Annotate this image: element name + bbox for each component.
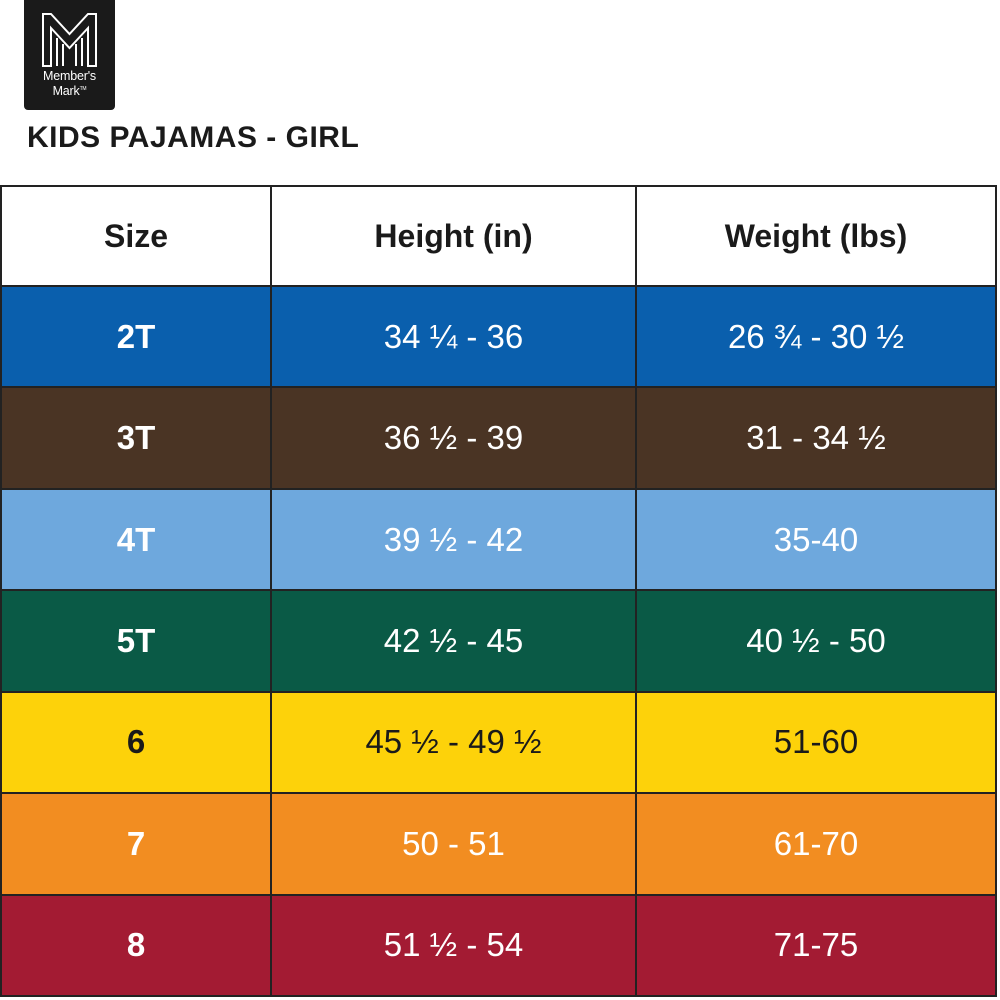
row-7-height: 50 - 51 — [272, 794, 635, 894]
logo-line-1: Member's — [43, 69, 96, 83]
row-8-height: 51 ½ - 54 — [272, 895, 635, 995]
row-8-size: 8 — [2, 895, 270, 995]
row-5t-weight: 40 ½ - 50 — [637, 591, 995, 691]
logo-line-2: MarkTM — [24, 83, 115, 98]
row-6-size: 6 — [2, 692, 270, 793]
members-mark-logo: Member's MarkTM — [24, 0, 115, 110]
row-3t-weight: 31 - 34 ½ — [637, 388, 995, 488]
row-4t-height: 39 ½ - 42 — [272, 489, 635, 590]
row-2t-height: 34 ¼ - 36 — [272, 287, 635, 387]
row-2t-weight: 26 ¾ - 30 ½ — [637, 287, 995, 387]
row-6-height: 45 ½ - 49 ½ — [272, 692, 635, 793]
header-size: Size — [2, 187, 270, 285]
logo-mark-text: Mark — [52, 84, 80, 99]
row-7-weight: 61-70 — [637, 794, 995, 894]
row-5t-height: 42 ½ - 45 — [272, 591, 635, 691]
row-6-weight: 51-60 — [637, 692, 995, 793]
m-logo-icon — [42, 13, 97, 67]
row-7-size: 7 — [2, 794, 270, 894]
row-3t-height: 36 ½ - 39 — [272, 388, 635, 488]
row-8-weight: 71-75 — [637, 895, 995, 995]
header-weight: Weight (lbs) — [637, 187, 995, 285]
row-3t-size: 3T — [2, 388, 270, 488]
size-chart-table: Size Height (in) Weight (lbs) 2T 34 ¼ - … — [0, 185, 997, 997]
logo-trademark: TM — [79, 86, 87, 92]
header-height: Height (in) — [272, 187, 635, 285]
row-4t-size: 4T — [2, 489, 270, 590]
row-2t-size: 2T — [2, 287, 270, 387]
row-4t-weight: 35-40 — [637, 489, 995, 590]
page-title: KIDS PAJAMAS - GIRL — [27, 121, 360, 154]
row-5t-size: 5T — [2, 591, 270, 691]
